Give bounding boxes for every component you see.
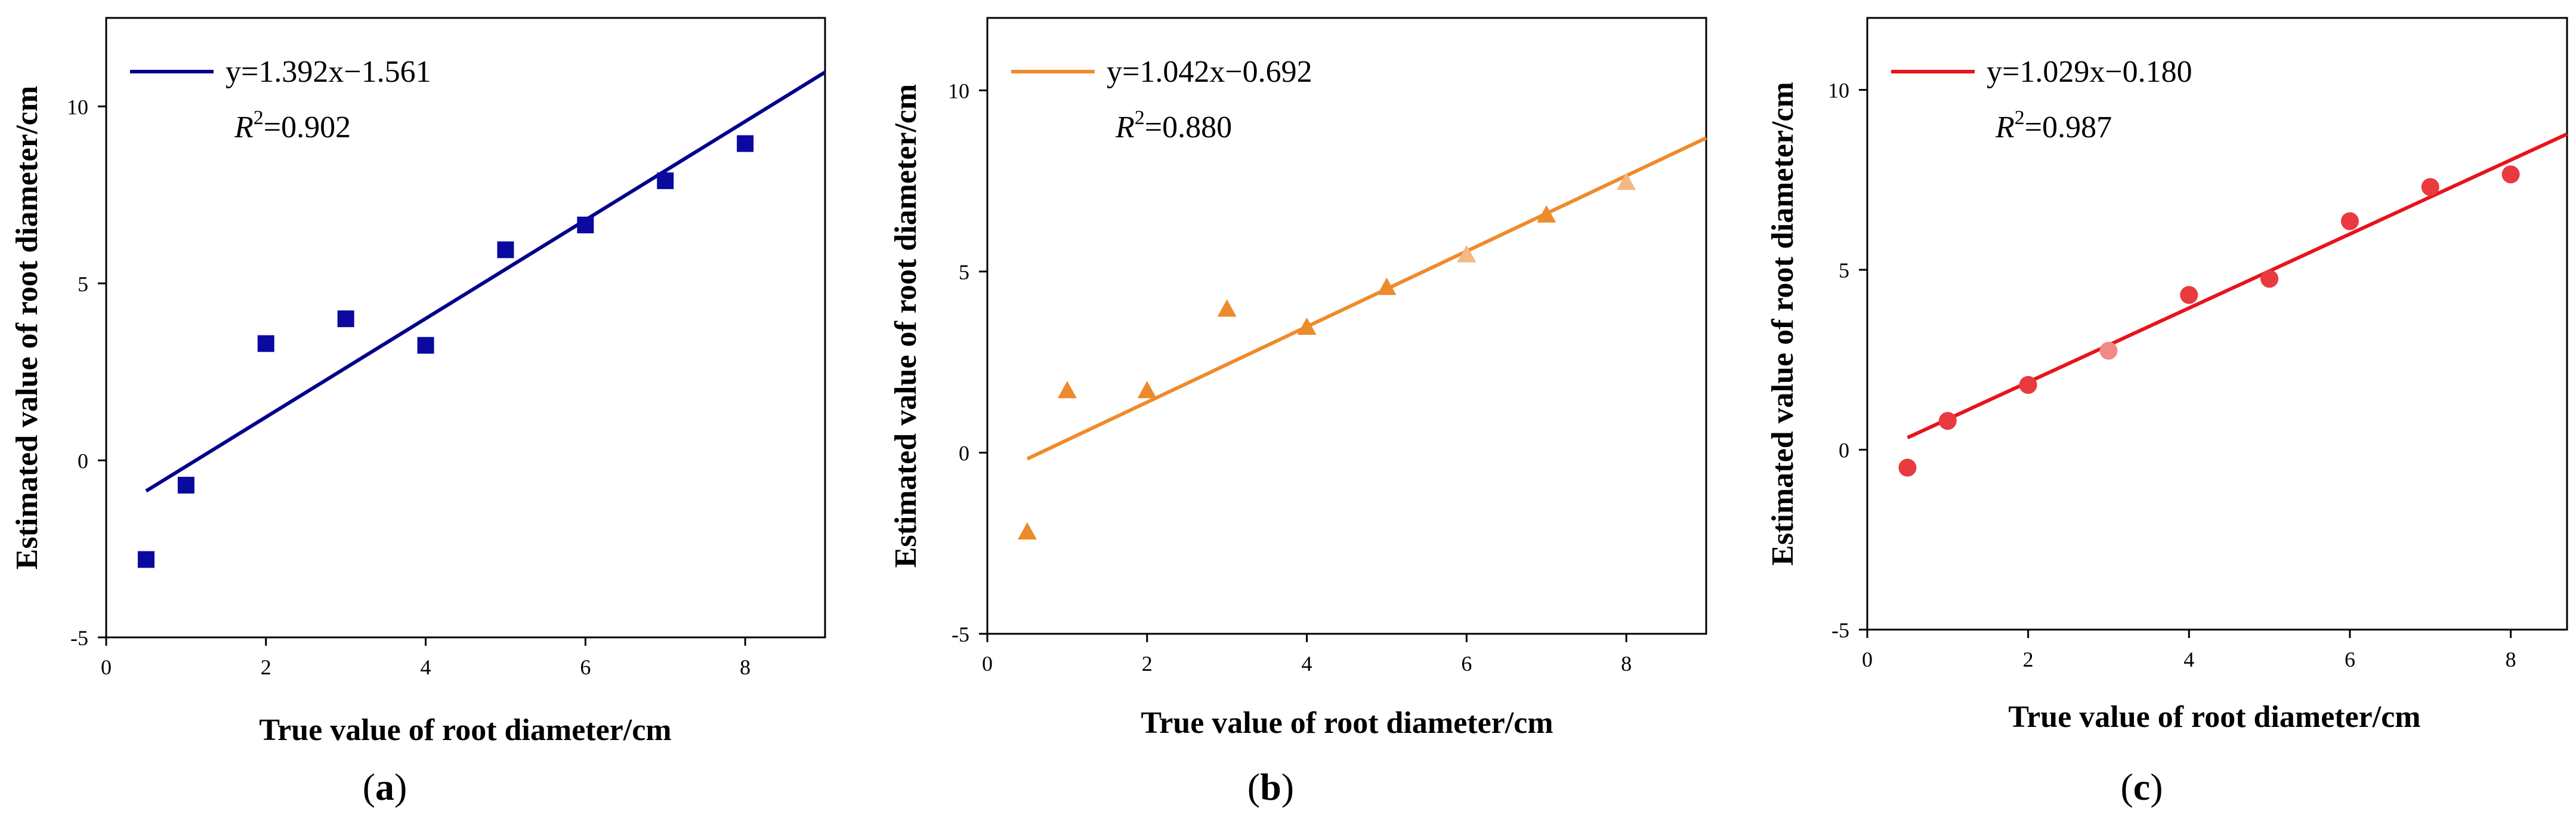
data-point: [177, 476, 194, 494]
plot-frame: [1866, 17, 2568, 631]
data-point: [1297, 317, 1317, 335]
panel-a: 0 2 4 6 8 -5 0 5 10 True value of root diameter/c…: [10, 17, 826, 808]
panel-label-letter: c: [2133, 766, 2150, 808]
data-point: [2099, 341, 2118, 360]
y-tick-label: -5: [1831, 618, 1849, 642]
data-point: [1617, 172, 1636, 190]
x-axis-title: True value of root diameter/cm: [2008, 700, 2420, 734]
data-point: [1457, 245, 1477, 263]
data-point: [657, 172, 674, 189]
data-point: [1898, 458, 1917, 477]
panel-label-open: (: [363, 766, 375, 808]
y-tick-label: 5: [959, 260, 969, 284]
x-tick-label: 8: [2506, 648, 2516, 671]
r2-value: =0.902: [264, 110, 351, 144]
data-point: [1217, 299, 1237, 317]
panel-label-letter: a: [375, 766, 394, 808]
panel-c: 0 2 4 6 8 -5 0 5 10 True value of root diameter/c…: [1766, 17, 2568, 808]
x-tick-label: 4: [1302, 652, 1312, 676]
panel-label: (a): [363, 766, 407, 808]
data-point: [2019, 376, 2037, 394]
plot-frame: [986, 17, 1707, 635]
panel-label: (b): [1247, 766, 1294, 808]
data-point: [1537, 205, 1556, 223]
x-tick-label: 2: [261, 655, 271, 679]
r2-value: =0.987: [2025, 110, 2112, 144]
r2-symbol: R: [234, 110, 254, 144]
y-axis-title: Estimated value of root diameter/cm: [10, 86, 44, 570]
r2-superscript: 2: [1135, 107, 1145, 129]
y-tick-label: 0: [78, 449, 88, 473]
data-point: [577, 216, 594, 233]
data-point: [1137, 381, 1157, 399]
x-axis-title: True value of root diameter/cm: [259, 713, 671, 747]
x-tick-label: 0: [1862, 648, 1873, 671]
data-point: [2340, 212, 2359, 230]
data-point: [417, 337, 434, 354]
r2-value: =0.880: [1145, 110, 1232, 144]
data-point: [2260, 270, 2279, 288]
data-point: [137, 551, 155, 568]
panel-label-open: (: [1247, 766, 1260, 808]
x-tick-label: 4: [2183, 648, 2194, 671]
data-point: [737, 135, 754, 152]
y-axis-title: Estimated value of root diameter/cm: [889, 84, 923, 568]
y-tick-label: 10: [67, 95, 88, 119]
legend-r2: R2=0.902: [234, 107, 351, 144]
x-tick-label: 6: [1461, 652, 1472, 676]
data-point: [1057, 381, 1077, 399]
panel-label-letter: b: [1260, 766, 1281, 808]
fit-line: [1907, 132, 2568, 440]
data-point: [1938, 412, 1957, 430]
panel-label-open: (: [2120, 766, 2133, 808]
y-tick-label: 10: [1828, 79, 1849, 103]
data-point: [497, 241, 514, 258]
data-point: [2501, 165, 2520, 184]
r2-superscript: 2: [2015, 107, 2025, 129]
r2-symbol: R: [1995, 110, 2015, 144]
plot-frame: [105, 17, 826, 639]
y-tick-label: 5: [1839, 258, 1849, 282]
y-tick-label: 10: [948, 79, 969, 103]
x-tick-label: 8: [1621, 652, 1632, 676]
x-tick-label: 2: [1142, 652, 1153, 676]
panel-label-close: ): [394, 766, 407, 808]
r2-symbol: R: [1115, 110, 1135, 144]
x-tick-label: 6: [580, 655, 591, 679]
data-point: [257, 335, 274, 352]
x-tick-label: 4: [421, 655, 431, 679]
y-tick-label: 5: [78, 272, 88, 296]
fit-line: [1026, 136, 1707, 461]
legend-equation: y=1.042x−0.692: [1107, 55, 1312, 89]
x-tick-label: 2: [2023, 648, 2034, 671]
r2-superscript: 2: [254, 107, 264, 129]
data-point: [1377, 278, 1397, 295]
x-tick-label: 8: [740, 655, 750, 679]
y-tick-label: 0: [959, 441, 969, 465]
legend-equation: y=1.029x−0.180: [1987, 55, 2192, 89]
data-point: [337, 310, 354, 328]
x-axis-title: True value of root diameter/cm: [1141, 706, 1553, 740]
x-tick-label: 0: [101, 655, 112, 679]
y-tick-label: 0: [1839, 439, 1849, 463]
x-tick-label: 6: [2345, 648, 2355, 671]
legend-r2: R2=0.987: [1995, 107, 2112, 144]
y-tick-label: -5: [70, 626, 88, 650]
panel-label: (c): [2120, 766, 2163, 808]
panel-label-close: ): [2150, 766, 2163, 808]
fit-line: [145, 70, 826, 493]
panel-label-close: ): [1281, 766, 1294, 808]
legend-r2: R2=0.880: [1115, 107, 1232, 144]
data-point: [2180, 286, 2198, 304]
y-tick-label: -5: [952, 622, 969, 646]
legend-equation: y=1.392x−1.561: [226, 55, 431, 89]
panel-b: 0 2 4 6 8 -5 0 5 10 True value of root diameter/c…: [889, 17, 1707, 808]
data-point: [2421, 178, 2439, 196]
x-tick-label: 0: [982, 652, 993, 676]
data-point: [1017, 522, 1037, 540]
y-axis-title: Estimated value of root diameter/cm: [1766, 82, 1800, 566]
